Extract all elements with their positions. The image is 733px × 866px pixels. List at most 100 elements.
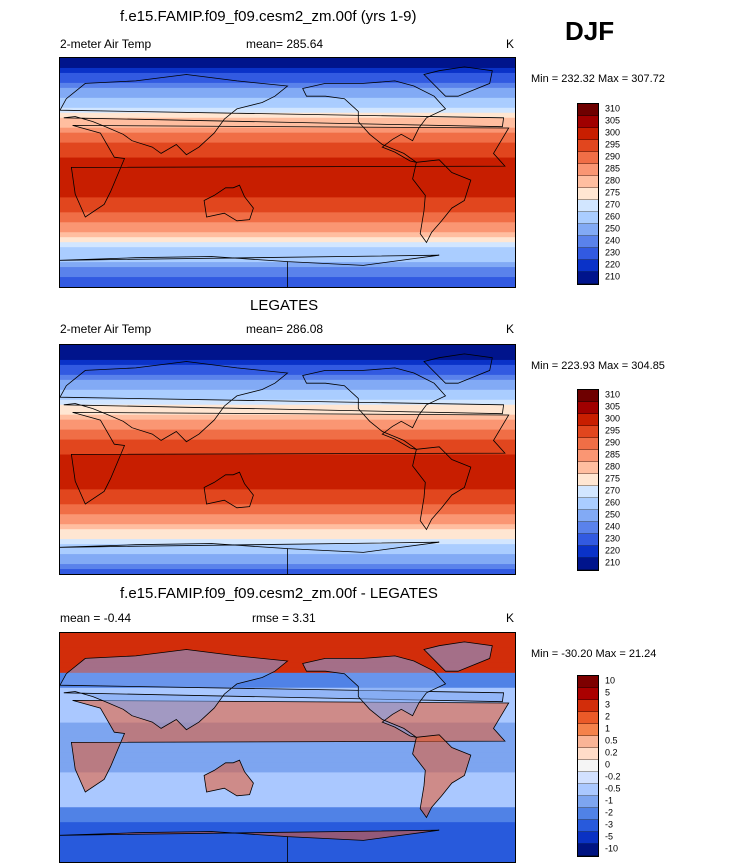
map-band	[60, 509, 515, 515]
panel-2-variable: 2-meter Air Temp	[60, 322, 152, 336]
colorbar-swatch	[578, 128, 598, 140]
colorbar-label: 250	[605, 223, 621, 234]
map-band	[60, 192, 515, 198]
map-band	[60, 642, 515, 649]
map-band	[60, 479, 515, 485]
map-band	[60, 414, 515, 421]
map-band	[60, 499, 515, 505]
colorbar-swatch	[578, 260, 598, 272]
map-band	[60, 162, 515, 169]
map-band	[60, 812, 515, 818]
map-band	[60, 58, 515, 64]
colorbar-swatch	[578, 558, 598, 570]
map-band	[60, 167, 515, 174]
colorbar-swatch	[578, 736, 598, 748]
panel-3-title: f.e15.FAMIP.f09_f09.cesm2_zm.00f - LEGAT…	[120, 585, 438, 602]
continent-outline	[302, 80, 447, 163]
continent-outline	[302, 367, 447, 450]
colorbar-swatch	[578, 438, 598, 450]
colorbar-label: 2	[605, 711, 611, 722]
continent-outline	[412, 446, 472, 531]
colorbar-label: -10	[605, 843, 619, 854]
colorbar-swatch	[578, 188, 598, 200]
colorbar-swatch	[578, 152, 598, 164]
colorbar-label: 3	[605, 699, 611, 710]
map-band	[60, 147, 515, 154]
map-band	[60, 227, 515, 233]
panel-3-minmax: Min = -30.20 Max = 21.24	[531, 648, 657, 660]
map-band	[60, 72, 515, 79]
map-band	[60, 762, 515, 769]
colorbar-swatch	[578, 414, 598, 426]
panel-2-mean: mean= 286.08	[246, 322, 324, 336]
colorbar-swatch	[578, 474, 598, 486]
colorbar-label: 275	[605, 187, 621, 198]
map-band	[60, 112, 515, 119]
colorbar-label: -1	[605, 795, 614, 806]
map-band	[60, 647, 515, 654]
colorbar-label: 295	[605, 425, 621, 436]
continent-outline	[60, 541, 440, 574]
map-band	[60, 449, 515, 456]
colorbar-label: -2	[605, 807, 614, 818]
map-band	[60, 374, 515, 381]
continent-outline	[70, 125, 510, 218]
panel-1-mean: mean= 285.64	[246, 37, 324, 51]
map-band	[60, 107, 515, 114]
colorbar-label: 285	[605, 449, 621, 460]
colorbar-swatch	[578, 700, 598, 712]
map-band	[60, 827, 515, 833]
colorbar-swatch	[578, 164, 598, 176]
continent-outline	[70, 412, 510, 505]
colorbar-label: 0.2	[605, 747, 618, 758]
map-band	[60, 237, 515, 243]
colorbar-swatch	[578, 486, 598, 498]
colorbar-swatch	[578, 200, 598, 212]
panel-3-mean: mean = -0.44	[60, 611, 132, 625]
map-band	[60, 633, 515, 639]
colorbar-swatch	[578, 104, 598, 116]
panel-2-title: LEGATES	[250, 297, 319, 314]
colorbar-label: 1	[605, 723, 611, 734]
map-band	[60, 384, 515, 391]
map-band	[60, 514, 515, 520]
continent-outline	[60, 74, 505, 156]
colorbar-label: -0.5	[605, 783, 621, 794]
colorbar-label: 210	[605, 271, 621, 282]
colorbar-swatch	[578, 796, 598, 808]
map-band	[60, 494, 515, 500]
continent-outline	[203, 184, 254, 222]
continent-outline	[302, 655, 447, 738]
panel-3-rmse: rmse = 3.31	[252, 611, 316, 625]
continent-outline	[60, 254, 440, 287]
colorbar-swatch	[578, 772, 598, 784]
map-band	[60, 207, 515, 213]
colorbar-label: 10	[605, 675, 616, 686]
map-band	[60, 177, 515, 184]
colorbar-label: 275	[605, 473, 621, 484]
map-band	[60, 469, 515, 476]
colorbar-label: 260	[605, 497, 621, 508]
colorbar-label: 280	[605, 175, 621, 186]
map-band	[60, 752, 515, 759]
map-band	[60, 802, 515, 808]
continent-outline	[412, 734, 472, 819]
map-band	[60, 672, 515, 679]
colorbar-swatch	[578, 688, 598, 700]
map-band	[60, 182, 515, 189]
map-band	[60, 682, 515, 689]
colorbar-swatch	[578, 272, 598, 284]
continent-outline	[203, 759, 254, 797]
colorbar-label: 220	[605, 545, 621, 556]
map-band	[60, 359, 515, 366]
map-band	[60, 822, 515, 828]
colorbar-label: 290	[605, 437, 621, 448]
continent-outline	[412, 159, 472, 244]
map-band	[60, 777, 515, 783]
map-band	[60, 97, 515, 104]
panel-1-title: f.e15.FAMIP.f09_f09.cesm2_zm.00f (yrs 1-…	[120, 8, 417, 25]
map-band	[60, 187, 515, 194]
map-band	[60, 489, 515, 495]
colorbar-label: 220	[605, 259, 621, 270]
map-band	[60, 464, 515, 471]
